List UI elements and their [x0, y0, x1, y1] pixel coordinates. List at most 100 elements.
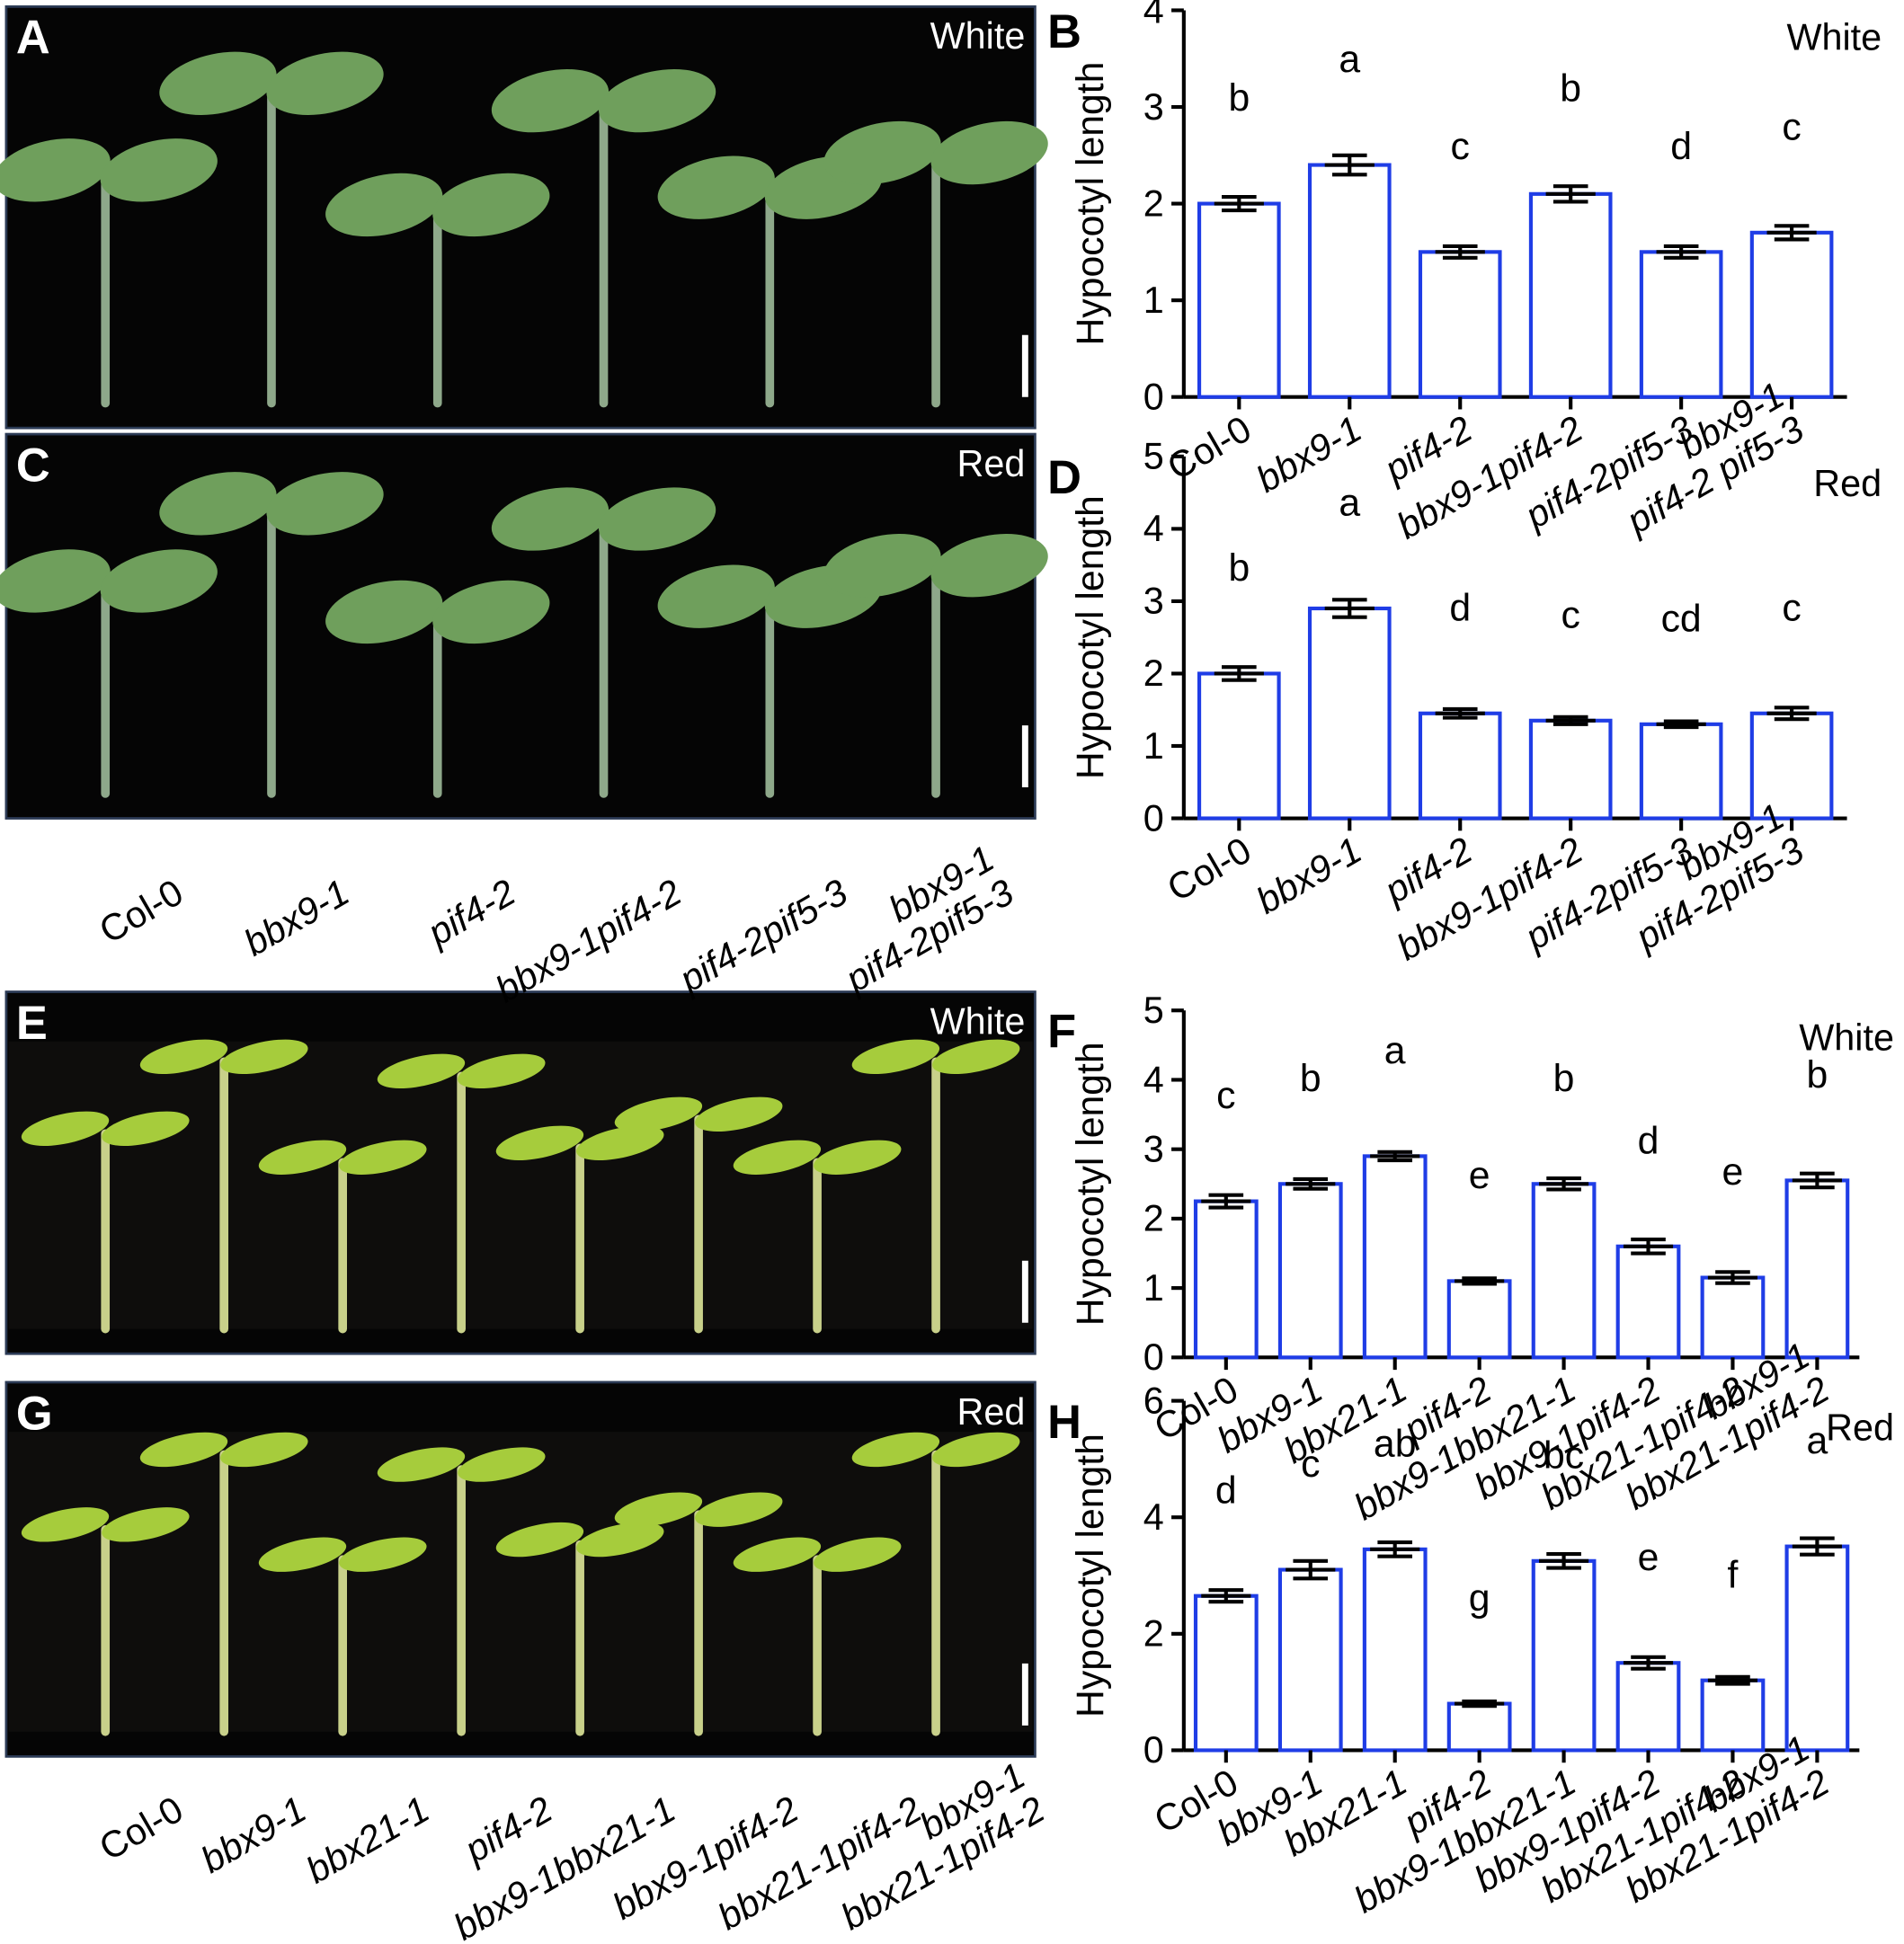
- seedling-leaf: [100, 549, 218, 613]
- light-label: White: [930, 15, 1026, 57]
- photo-band: [8, 1432, 1033, 1732]
- light-label: Red: [1826, 1407, 1894, 1449]
- significance-letter: d: [1449, 586, 1471, 629]
- y-tick-label: 1: [1143, 1267, 1164, 1309]
- bar: [1528, 718, 1613, 821]
- significance-letter: c: [1301, 1442, 1320, 1486]
- seedling-leaf: [851, 1432, 940, 1468]
- y-tick-label: 0: [1143, 1336, 1164, 1378]
- significance-letter: c: [1782, 586, 1801, 629]
- seedling-leaf: [657, 155, 775, 219]
- bar: [1362, 1547, 1428, 1753]
- seedling-leaf: [598, 68, 716, 133]
- photo-band: [8, 1041, 1033, 1329]
- significance-letter: b: [1300, 1057, 1321, 1100]
- seedling-leaf: [266, 472, 384, 536]
- seedling-leaf: [220, 1432, 308, 1468]
- seedling-leaf: [21, 1111, 110, 1146]
- panel-label: G: [16, 1388, 53, 1440]
- seedling-leaf: [932, 1432, 1020, 1468]
- y-tick-label: 1: [1143, 280, 1164, 321]
- significance-letter: e: [1722, 1150, 1744, 1194]
- seedling-leaf: [325, 173, 443, 237]
- significance-letter: ab: [1374, 1422, 1417, 1465]
- seedling-leaf: [432, 173, 550, 237]
- y-axis-label: Hypocotyl length: [1069, 495, 1112, 779]
- bar: [1531, 1558, 1597, 1753]
- significance-letter: bc: [1544, 1434, 1584, 1477]
- seedling-leaf: [102, 1111, 190, 1146]
- significance-letter: e: [1638, 1536, 1659, 1579]
- significance-letter: d: [1670, 125, 1692, 168]
- seedling-leaf: [576, 1125, 664, 1160]
- seedling-leaf: [100, 138, 218, 202]
- significance-letter: d: [1215, 1469, 1237, 1512]
- seedling-leaf: [258, 1140, 347, 1175]
- significance-letter: f: [1728, 1553, 1739, 1596]
- seedling-leaf: [695, 1492, 783, 1527]
- significance-letter: a: [1384, 1029, 1406, 1072]
- light-label: Red: [956, 443, 1025, 484]
- y-tick-label: 6: [1143, 1380, 1164, 1421]
- y-axis-label: Hypocotyl length: [1069, 62, 1112, 346]
- seedling-leaf: [823, 534, 941, 598]
- panel-label: H: [1047, 1397, 1081, 1449]
- seedling-leaf: [814, 1140, 902, 1175]
- seedling-leaf: [339, 1140, 427, 1175]
- bar: [1197, 201, 1281, 399]
- panel-label: C: [16, 439, 50, 492]
- panel-label: E: [16, 998, 48, 1050]
- seedling-leaf: [0, 549, 111, 613]
- y-tick-label: 4: [1143, 1059, 1164, 1100]
- significance-letter: b: [1553, 1057, 1575, 1100]
- y-tick-label: 4: [1143, 508, 1164, 549]
- seedling-leaf: [932, 1039, 1020, 1075]
- significance-letter: a: [1806, 1419, 1828, 1462]
- bar: [1193, 1593, 1259, 1753]
- bar: [1307, 163, 1392, 399]
- significance-letter: c: [1782, 105, 1801, 148]
- seedling-leaf: [491, 68, 609, 133]
- significance-letter: b: [1228, 546, 1250, 590]
- seedling-leaf: [325, 580, 443, 644]
- bar: [1528, 191, 1613, 399]
- bar: [1784, 1544, 1850, 1753]
- bar: [1446, 1701, 1512, 1753]
- y-tick-label: 2: [1143, 1198, 1164, 1239]
- seedling-leaf: [598, 487, 716, 551]
- bar: [1418, 711, 1502, 821]
- significance-letter: e: [1469, 1154, 1490, 1197]
- seedling-leaf: [491, 487, 609, 551]
- bar: [1700, 1678, 1766, 1753]
- y-tick-label: 0: [1143, 376, 1164, 417]
- bar: [1639, 250, 1723, 399]
- bar: [1362, 1154, 1428, 1360]
- panel-label: D: [1047, 452, 1081, 504]
- y-tick-label: 2: [1143, 1613, 1164, 1655]
- seedling-leaf: [930, 120, 1048, 185]
- bar: [1277, 1567, 1343, 1753]
- y-tick-label: 3: [1143, 86, 1164, 128]
- light-label: Red: [956, 1391, 1025, 1433]
- seedling-leaf: [495, 1522, 584, 1558]
- y-tick-label: 3: [1143, 1128, 1164, 1169]
- bar: [1197, 671, 1281, 821]
- significance-letter: c: [1216, 1074, 1235, 1117]
- bar: [1700, 1275, 1766, 1360]
- light-label: Red: [1813, 463, 1882, 504]
- seedling-leaf: [823, 120, 941, 185]
- seedling-leaf: [576, 1522, 664, 1558]
- bar: [1277, 1182, 1343, 1360]
- seedling-leaf: [139, 1432, 228, 1468]
- significance-letter: a: [1339, 38, 1360, 81]
- bar: [1446, 1279, 1512, 1360]
- y-tick-label: 5: [1143, 990, 1164, 1031]
- seedling-leaf: [695, 1096, 783, 1132]
- seedling-leaf: [377, 1447, 466, 1482]
- seedling-leaf: [458, 1053, 546, 1089]
- y-tick-label: 0: [1143, 797, 1164, 839]
- significance-letter: g: [1469, 1576, 1490, 1620]
- bar: [1307, 606, 1392, 821]
- seedling-leaf: [495, 1125, 584, 1160]
